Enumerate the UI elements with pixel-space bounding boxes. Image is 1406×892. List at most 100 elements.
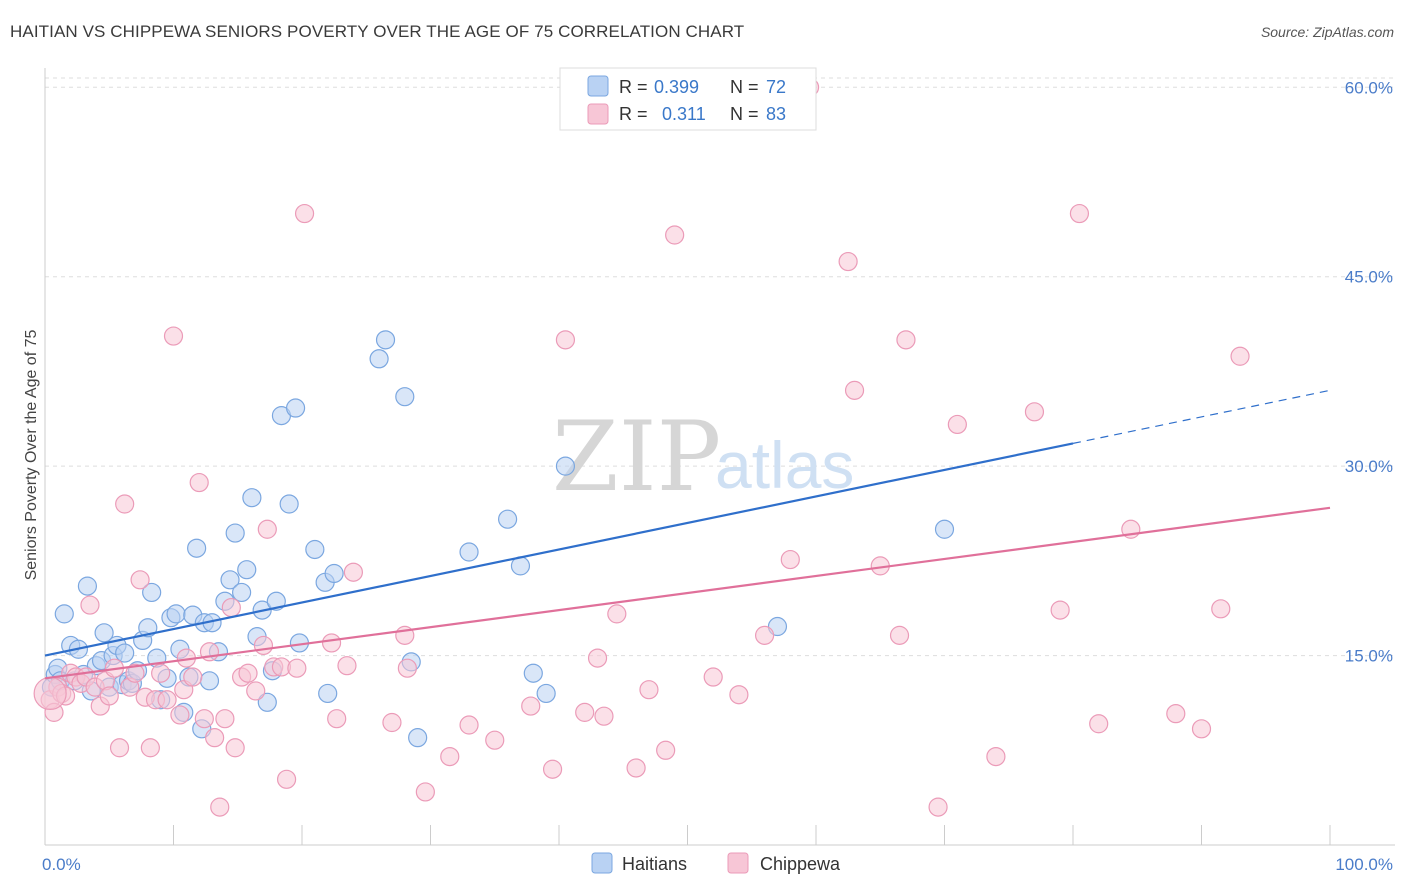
chippewa-point-cluster [33, 676, 67, 711]
haitians-point-43 [232, 582, 252, 603]
haitians-point-52 [279, 494, 299, 514]
chippewa-point-29 [183, 667, 203, 687]
legend-r-value-haitians: 0.399 [654, 77, 699, 97]
chippewa-point-87 [1166, 704, 1186, 724]
chippewa-point-19 [130, 570, 150, 590]
chippewa-point-81 [986, 746, 1006, 767]
legend-n-value-haitians: 72 [766, 77, 786, 97]
chippewa-point-15 [109, 738, 130, 758]
chart-source: Source: ZipAtlas.com [1260, 24, 1394, 40]
chippewa-point-49 [327, 709, 347, 729]
chippewa-point-25 [163, 326, 184, 346]
chippewa-point-60 [542, 759, 563, 779]
chippewa-point-64 [594, 706, 614, 726]
haitians-point-57 [324, 563, 344, 584]
chippewa-point-46 [287, 658, 307, 678]
chippewa-point-69 [665, 225, 685, 245]
y-tick-label-45: 45.0% [1345, 268, 1393, 287]
legend-r-label-haitians: R = [619, 77, 648, 97]
haitians-point-48 [257, 692, 277, 712]
chippewa-point-85 [1089, 714, 1109, 734]
haitians-point-69 [555, 456, 576, 476]
chippewa-point-90 [1230, 346, 1250, 366]
chippewa-point-50 [337, 656, 357, 676]
haitians-point-34 [187, 538, 207, 558]
chippewa-point-72 [754, 625, 775, 645]
chippewa-point-71 [729, 685, 749, 705]
chippewa-point-45 [276, 769, 297, 789]
y-tick-label-30: 30.0% [1345, 457, 1393, 476]
legend-swatch-haitians [587, 75, 609, 97]
chippewa-point-79 [928, 797, 948, 817]
chippewa-point-82 [1024, 402, 1045, 422]
legend-n-label-chippewa: N = [730, 104, 759, 124]
haitians-point-45 [242, 488, 262, 508]
data-points [33, 77, 1250, 817]
chippewa-point-41 [253, 635, 274, 656]
chippewa-point-13 [99, 686, 119, 706]
haitians-point-67 [523, 663, 543, 683]
chippewa-trend-line [44, 506, 1331, 680]
watermark-zip: ZIP [552, 401, 721, 513]
trend-lines [44, 389, 1331, 680]
legend-swatch-chippewa [587, 103, 609, 125]
haitians-point-65 [498, 509, 518, 529]
chippewa-point-70 [703, 667, 723, 687]
chippewa-point-21 [140, 738, 160, 758]
bottom-legend: Haitians Chippewa [591, 852, 841, 874]
haitians-point-13 [94, 623, 114, 643]
chippewa-point-18 [125, 663, 145, 683]
y-tick-label-60: 60.0% [1345, 78, 1393, 97]
chippewa-point-9 [80, 595, 100, 615]
chippewa-point-39 [238, 663, 258, 683]
haitians-point-50 [266, 591, 286, 611]
chippewa-point-30 [189, 472, 209, 493]
chippewa-point-56 [440, 746, 460, 767]
haitians-point-61 [395, 387, 415, 407]
haitians-trend-line [44, 442, 1074, 657]
y-axis-label: Seniors Poverty Over the Age of 75 [23, 330, 40, 581]
haitians-point-4 [54, 604, 74, 624]
chippewa-point-52 [382, 712, 402, 733]
top-legend: R = 0.399 N = 72 R = 0.311 N = 83 [559, 67, 817, 131]
haitians-point-71 [934, 519, 955, 539]
watermark: ZIP atlas [552, 401, 854, 513]
chippewa-point-48 [321, 633, 342, 653]
watermark-atlas: atlas [715, 428, 854, 502]
haitians-point-37 [199, 671, 220, 691]
haitians-point-9 [77, 576, 98, 596]
x-tick-label-min: 0.0% [42, 855, 81, 874]
chippewa-point-62 [575, 702, 595, 722]
chippewa-point-83 [1050, 600, 1070, 620]
legend-n-value-chippewa: 83 [766, 104, 786, 124]
haitians-point-29 [166, 604, 186, 624]
haitians-point-63 [408, 728, 428, 748]
x-tick-label-max: 100.0% [1335, 855, 1393, 874]
haitians-point-42 [225, 523, 245, 543]
chippewa-point-84 [1069, 203, 1090, 224]
bottom-legend-swatch-chippewa [727, 852, 749, 874]
chippewa-point-63 [587, 648, 608, 668]
haitians-point-44 [237, 560, 257, 580]
haitians-trend-extension [1072, 389, 1331, 444]
chippewa-point-26 [170, 705, 190, 725]
chippewa-point-89 [1211, 599, 1231, 619]
haitians-point-64 [459, 542, 479, 562]
chippewa-point-23 [151, 663, 171, 683]
chippewa-point-73 [780, 549, 800, 570]
bottom-legend-label-chippewa: Chippewa [760, 854, 841, 874]
chippewa-point-67 [639, 680, 659, 700]
chippewa-point-54 [397, 658, 417, 678]
chippewa-point-68 [656, 740, 676, 760]
chippewa-point-78 [896, 330, 916, 350]
haitians-point-58 [318, 683, 338, 704]
chippewa-point-74 [838, 251, 858, 272]
haitians-point-24 [142, 582, 162, 603]
haitians-point-53 [285, 398, 306, 418]
chippewa-point-33 [205, 728, 225, 748]
chart-title: HAITIAN VS CHIPPEWA SENIORS POVERTY OVER… [10, 22, 745, 41]
chippewa-point-47 [294, 203, 315, 224]
chippewa-point-59 [521, 696, 541, 716]
chippewa-point-16 [115, 494, 135, 514]
